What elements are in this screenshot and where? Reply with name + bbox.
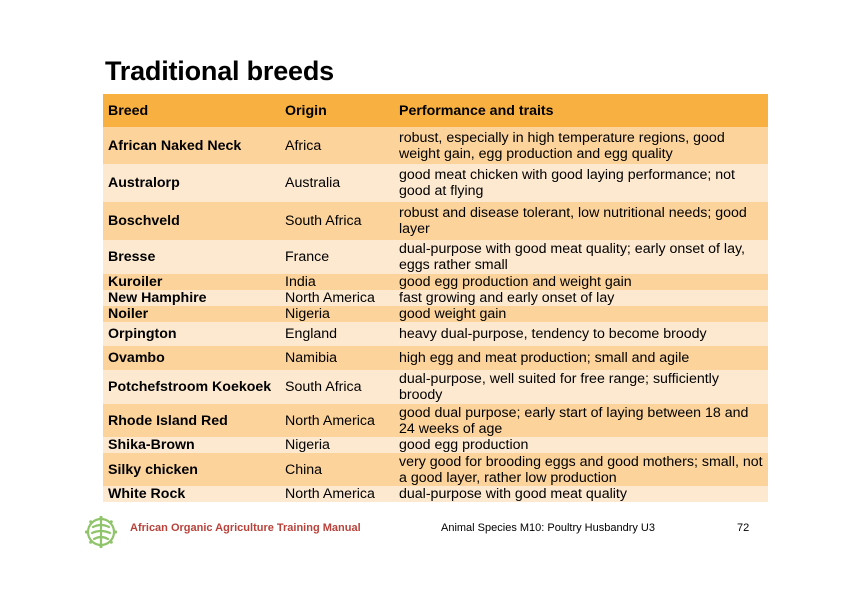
traits-cell: high egg and meat production; small and …: [394, 346, 768, 370]
traits-cell: good weight gain: [394, 306, 768, 322]
origin-cell: South Africa: [280, 202, 394, 240]
footer-section-title: Animal Species M10: Poultry Husbandry U3: [441, 522, 655, 534]
table-row: Rhode Island Red North America good dual p…: [103, 404, 768, 437]
table-row: Ovambo Namibia high egg and meat productio…: [103, 346, 768, 370]
table-row: Silky chicken China very good for brooding…: [103, 453, 768, 486]
traits-cell: dual-purpose with good meat quality; ear…: [394, 240, 768, 274]
origin-cell: North America: [280, 486, 394, 502]
traits-cell: fast growing and early onset of lay: [394, 290, 768, 306]
table-header-row: Breed Origin Performance and traits: [103, 94, 768, 127]
breed-cell: Orpington: [103, 322, 280, 346]
page-title: Traditional breeds: [105, 56, 334, 86]
traits-cell: robust, especially in high temperature r…: [394, 127, 768, 164]
table-row: White Rock North America dual-purpose with…: [103, 486, 768, 502]
breed-cell: White Rock: [103, 486, 280, 502]
origin-cell: South Africa: [280, 370, 394, 404]
traits-cell: robust and disease tolerant, low nutriti…: [394, 202, 768, 240]
origin-cell: Nigeria: [280, 437, 394, 453]
breed-cell: Bresse: [103, 240, 280, 274]
table-row: New Hamphire North America fast growing an…: [103, 290, 768, 306]
table-row: Bresse France dual-purpose with good meat …: [103, 240, 768, 274]
breed-cell: New Hamphire: [103, 290, 280, 306]
origin-cell: China: [280, 453, 394, 486]
traits-cell: heavy dual-purpose, tendency to become b…: [394, 322, 768, 346]
breed-cell: Potchefstroom Koekoek: [103, 370, 280, 404]
traits-cell: good meat chicken with good laying perfo…: [394, 164, 768, 202]
traits-cell: good egg production: [394, 437, 768, 453]
column-header-origin: Origin: [280, 94, 394, 127]
origin-cell: North America: [280, 404, 394, 437]
traits-cell: very good for brooding eggs and good mot…: [394, 453, 768, 486]
table-row: Australorp Australia good meat chicken wit…: [103, 164, 768, 202]
breed-cell: Shika-Brown: [103, 437, 280, 453]
origin-cell: India: [280, 274, 394, 290]
traits-cell: dual-purpose with good meat quality: [394, 486, 768, 502]
breed-cell: Boschveld: [103, 202, 280, 240]
traits-cell: dual-purpose, well suited for free range…: [394, 370, 768, 404]
origin-cell: Australia: [280, 164, 394, 202]
table-row: Boschveld South Africa robust and disease …: [103, 202, 768, 240]
breed-cell: Noiler: [103, 306, 280, 322]
breed-cell: Silky chicken: [103, 453, 280, 486]
table-row: Shika-Brown Nigeria good egg production: [103, 437, 768, 453]
column-header-breed: Breed: [103, 94, 280, 127]
origin-cell: Nigeria: [280, 306, 394, 322]
origin-cell: Africa: [280, 127, 394, 164]
origin-cell: North America: [280, 290, 394, 306]
leaf-logo-icon: [84, 515, 118, 549]
traits-cell: good dual purpose; early start of laying…: [394, 404, 768, 437]
table-row: Orpington England heavy dual-purpose, tend…: [103, 322, 768, 346]
table-row: African Naked Neck Africa robust, especial…: [103, 127, 768, 164]
table-row: Noiler Nigeria good weight gain: [103, 306, 768, 322]
page-number: 72: [737, 522, 750, 534]
traits-cell: good egg production and weight gain: [394, 274, 768, 290]
column-header-traits: Performance and traits: [394, 94, 768, 127]
origin-cell: Namibia: [280, 346, 394, 370]
table-row: Kuroiler India good egg production and wei…: [103, 274, 768, 290]
breed-cell: Ovambo: [103, 346, 280, 370]
breed-cell: Australorp: [103, 164, 280, 202]
breeds-table: Breed Origin Performance and traits Afri…: [103, 94, 768, 502]
table-row: Potchefstroom Koekoek South Africa dual-pu…: [103, 370, 768, 404]
footer-manual-title: African Organic Agriculture Training Man…: [130, 522, 361, 534]
breed-cell: African Naked Neck: [103, 127, 280, 164]
origin-cell: England: [280, 322, 394, 346]
breed-cell: Kuroiler: [103, 274, 280, 290]
origin-cell: France: [280, 240, 394, 274]
breed-cell: Rhode Island Red: [103, 404, 280, 437]
